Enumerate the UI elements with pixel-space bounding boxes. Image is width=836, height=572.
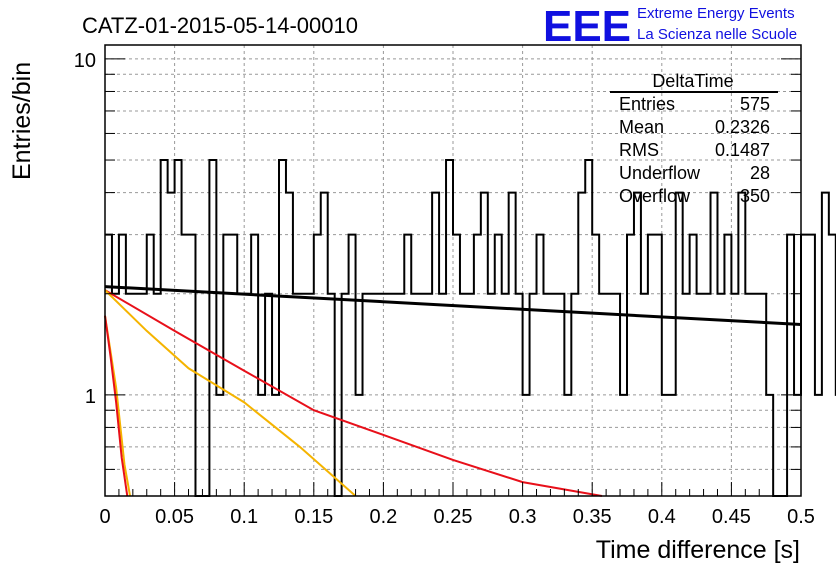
stats-box: DeltaTime Entries 575 Mean 0.2326 RMS 0.1487 U… (610, 71, 778, 206)
x-tick-label: 0.25 (434, 506, 473, 528)
histogram-line (105, 159, 836, 497)
eee-logo-mark: EEE (543, 2, 631, 51)
stat-label: Mean (619, 117, 664, 137)
stat-value: 350 (740, 186, 770, 206)
histogram (105, 159, 836, 497)
x-tick-label: 0.05 (155, 506, 194, 528)
y-tick-label: 1 (85, 386, 96, 408)
y-axis-title: Entries/bin (8, 62, 36, 180)
stat-label: Underflow (619, 163, 701, 183)
fit-curve (104, 285, 802, 326)
fit-curve (104, 289, 357, 497)
stat-label: RMS (619, 140, 659, 160)
x-tick-label: 0.15 (294, 506, 333, 528)
x-tick-label: 0.45 (712, 506, 751, 528)
stat-value: 28 (750, 163, 770, 183)
x-tick-label: 0.35 (573, 506, 612, 528)
x-tick-labels: 0 0.05 0.1 0.15 0.2 0.25 0.3 0.35 0.4 0.45 0.5 (99, 506, 814, 528)
x-axis-title: Time difference [s] (596, 536, 800, 564)
y-tick-labels: 1 10 (74, 50, 96, 408)
fit-curves (104, 285, 802, 497)
x-tick-label: 0 (99, 506, 110, 528)
chart-title: CATZ-01-2015-05-14-00010 (82, 13, 358, 38)
stat-value: 0.1487 (715, 140, 770, 160)
fit-curve (104, 289, 603, 497)
stat-value: 575 (740, 94, 770, 114)
y-tick-label: 10 (74, 50, 96, 72)
stat-label: Entries (619, 94, 675, 114)
x-tick-label: 0.4 (648, 506, 676, 528)
stat-value: 0.2326 (715, 117, 770, 137)
x-tick-label: 0.2 (369, 506, 397, 528)
stats-title: DeltaTime (652, 71, 733, 91)
x-tick-label: 0.3 (509, 506, 537, 528)
stat-label: Overflow (619, 186, 691, 206)
axes (104, 44, 802, 497)
logo-line-1: Extreme Energy Events (637, 5, 795, 22)
fit-curve (104, 315, 129, 497)
stats-rows: Entries 575 Mean 0.2326 RMS 0.1487 Underflow 28… (619, 94, 770, 206)
x-tick-label: 0.5 (787, 506, 815, 528)
logo-line-2: La Scienza nelle Scuole (637, 26, 797, 43)
x-tick-label: 0.1 (230, 506, 258, 528)
